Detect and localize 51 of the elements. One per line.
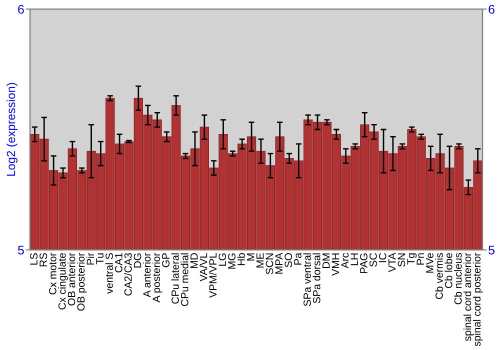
x-tick-label: SPa dorsal: [312, 253, 320, 304]
x-tick-label: ventral S: [105, 253, 113, 294]
x-tick-label: SCN: [266, 254, 274, 274]
x-tick-label: RS: [40, 253, 47, 266]
x-tick-label: ME: [256, 253, 264, 268]
x-tick-label: LG: [218, 253, 226, 266]
x-tick-label: VMH: [332, 254, 340, 276]
x-tick-label: SO: [284, 253, 292, 268]
x-tick-label: CPu lateral: [171, 253, 179, 304]
x-tick-label: CA2/CA3: [124, 253, 132, 296]
x-tick-label: Pa: [294, 252, 302, 265]
x-tick-label: Pir: [86, 252, 94, 265]
y-axis-title: Log2 (expression): [6, 82, 18, 176]
x-tick-label: VPM/VPL: [208, 253, 217, 298]
x-tick-label: VA/VL: [200, 253, 208, 282]
x-tick-label: PAG: [360, 253, 368, 274]
x-tick-label: Cb nucleus: [454, 253, 462, 304]
x-tick-label: VTA: [388, 252, 396, 272]
x-tick-label: MG: [228, 253, 236, 269]
x-tick-label: Cx cingulate: [58, 253, 68, 310]
x-tick-label: DG: [134, 253, 142, 268]
x-tick-label: Tu: [96, 253, 104, 264]
x-tick-label: A posterior: [152, 252, 162, 302]
x-tick-label: spinal cord anterior: [464, 252, 474, 341]
x-tick-label: SPa ventral: [303, 253, 311, 306]
x-tick-label: Pn: [416, 253, 424, 265]
x-tick-label: IC: [378, 253, 386, 262]
x-tick-label: Cb vermis: [435, 253, 443, 300]
x-tick-label: MPA: [275, 252, 283, 274]
x-tick-label: LS: [30, 253, 38, 265]
x-tick-label: Hb: [237, 253, 245, 266]
x-tick-label: M: [247, 254, 254, 260]
x-tick-label: DM: [322, 254, 330, 268]
x-tick-label: OB posterior: [76, 252, 87, 311]
x-tick-label: Arc: [341, 252, 349, 268]
x-tick-label: SN: [398, 254, 406, 267]
x-tick-label: OB anterior: [68, 252, 76, 306]
x-tick-label: GP: [162, 253, 170, 268]
x-tick-label: Cx motor: [48, 252, 56, 294]
x-tick-label: MVe: [426, 253, 434, 273]
x-tick-label: Cb lobe: [444, 253, 452, 288]
x-tick-label: CA1: [114, 253, 122, 272]
y2-tick-label: 6: [488, 4, 494, 14]
x-tick-label: SC: [370, 253, 377, 267]
x-tick-label: CPu medial: [180, 253, 188, 306]
x-tick-label: Tg: [407, 253, 417, 265]
x-tick-label: A anterior: [142, 252, 151, 298]
y2-tick-label: 5: [488, 246, 494, 255]
x-tick-label: MD: [190, 253, 198, 268]
x-tick-label: LH: [350, 254, 358, 266]
x-tick-label: spinal cord posterior: [472, 252, 483, 346]
